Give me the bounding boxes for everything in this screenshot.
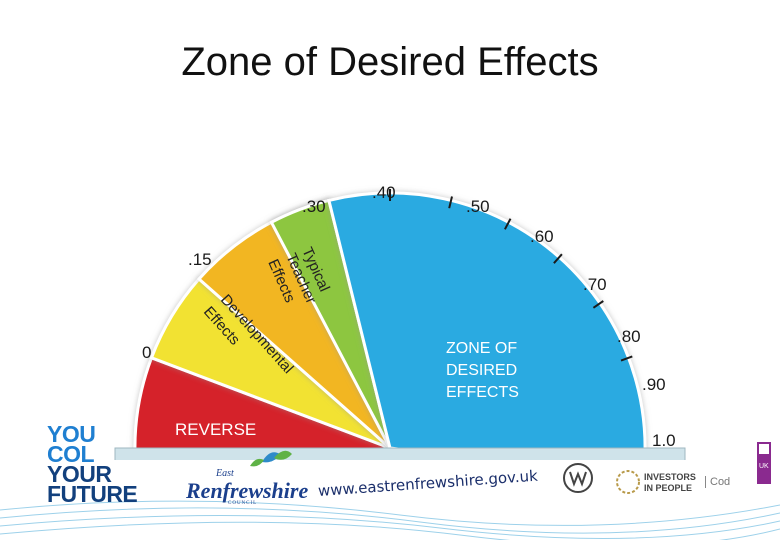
scale-label-6: .70 <box>583 275 607 294</box>
gauge-base-bar <box>114 447 686 460</box>
logo-line-1: YOU <box>47 421 96 447</box>
gauge-tick-3 <box>553 253 563 264</box>
gauge-tick-5 <box>620 355 633 362</box>
logo-line-4: FUTURE <box>47 481 138 507</box>
scale-label-7: .80 <box>617 327 641 346</box>
slide-title: Zone of Desired Effects <box>181 40 599 84</box>
scale-label-8: .90 <box>642 375 666 394</box>
segment-label-reverse: REVERSE <box>175 420 256 439</box>
desired-effects-gauge: 0.15.30.40.50.60.70.80.90 1.0 REVERSE Devel… <box>110 160 690 460</box>
your-future-logo: YOU COL YOUR FUTURE <box>47 421 167 507</box>
scale-label-0: 0 <box>142 343 151 362</box>
gauge-chart: 0.15.30.40.50.60.70.80.901.0REVERSEDevel… <box>114 183 686 460</box>
scale-label-1: .15 <box>188 250 212 269</box>
council-east: East <box>216 468 234 479</box>
standards-badge-icon <box>563 463 593 493</box>
laurel-wreath-icon <box>616 470 640 494</box>
leaf-logo-icon <box>250 450 292 467</box>
logo-line-3: YOUR <box>47 461 112 487</box>
scale-label-3: .40 <box>372 183 396 202</box>
uk-badge-text: UK <box>759 463 769 470</box>
footer-wave-lines <box>0 500 780 540</box>
scale-label-5: .60 <box>530 227 554 246</box>
logo-line-2: COL <box>47 441 95 467</box>
scale-label-2: .30 <box>302 197 326 216</box>
iip-line-2: IN PEOPLE <box>644 483 693 493</box>
council-sub: COUNCIL <box>228 501 258 506</box>
segment-label-zone-1: ZONE OF <box>446 340 517 357</box>
council-name: Renfrewshire <box>186 478 309 503</box>
investors-in-people-logo: INVESTORS IN PEOPLE <box>644 472 696 494</box>
uk-badge-icon <box>757 442 771 484</box>
footer: UK <box>0 410 780 540</box>
cod-label: Cod <box>705 476 730 488</box>
gauge-tick-4 <box>592 300 604 309</box>
footer-graphics: UK <box>0 442 780 540</box>
gauge-tick-2 <box>504 218 512 230</box>
segment-label-zone-3: EFFECTS <box>446 384 519 401</box>
scale-label-4: .50 <box>466 197 490 216</box>
gauge-tick-1 <box>448 196 453 209</box>
segment-label-zone-2: DESIRED <box>446 362 517 379</box>
scale-label-9: 1.0 <box>652 431 676 450</box>
iip-line-1: INVESTORS <box>644 472 696 482</box>
